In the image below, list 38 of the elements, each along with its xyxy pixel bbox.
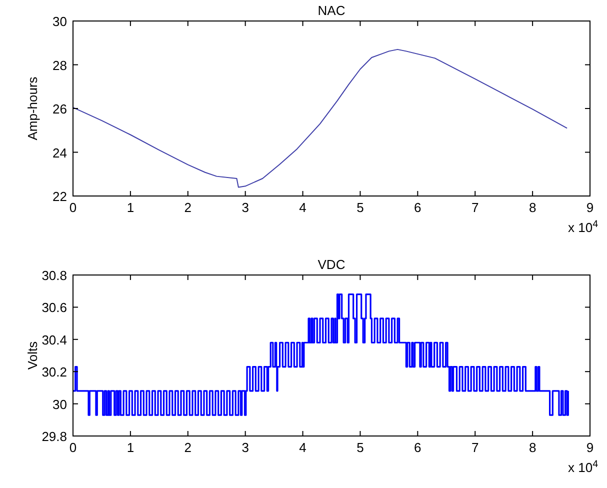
y-tick-label: 22 [52, 189, 67, 204]
y-tick-label: 30.2 [42, 364, 67, 380]
y-tick-label: 30.6 [42, 300, 67, 316]
chart-title: NAC [318, 3, 346, 18]
y-tick-label: 30.4 [42, 332, 67, 348]
x-tick-label: 4 [299, 200, 306, 215]
x-tick-label: 7 [471, 440, 479, 455]
x-tick-label: 9 [586, 440, 594, 455]
x-tick-label: 8 [528, 200, 536, 215]
x-tick-label: 1 [126, 440, 134, 455]
text: x 10$^{4}$ [568, 458, 599, 475]
y-tick-label: 30 [52, 14, 67, 29]
line-series [72, 48, 568, 188]
y-tick-label: 24 [52, 145, 67, 160]
y-axis-title: Volts [25, 340, 40, 370]
y-tick-label: 30 [52, 396, 67, 412]
x-tick-label: 7 [471, 200, 479, 215]
x-tick-label: 2 [184, 440, 192, 455]
y-axis-title: Amp-hours [25, 76, 40, 140]
y-tick-label: 28 [52, 58, 67, 73]
x-tick-label: 2 [184, 200, 192, 215]
x-tick-label: 5 [356, 200, 364, 215]
x-tick-label: 9 [586, 200, 594, 215]
x-tick-label: 3 [242, 200, 249, 215]
x-tick-label: 4 [299, 440, 306, 455]
x-tick-label: 6 [414, 440, 422, 455]
y-tick-label: 30.8 [42, 268, 67, 283]
y-tick-label: 26 [52, 102, 67, 116]
x-tick-label: 8 [528, 440, 536, 455]
x-tick-label: 1 [126, 200, 134, 215]
chart-title: VDC [318, 257, 346, 272]
text: x 10$^{4}$ [568, 218, 599, 235]
x-tick-label: 0 [69, 200, 77, 215]
x-tick-label: 3 [242, 440, 249, 455]
x-tick-label: 0 [69, 440, 77, 455]
y-tick-label: 29.8 [42, 429, 67, 444]
x-tick-label: 6 [414, 200, 422, 215]
x-tick-label: 5 [356, 440, 364, 455]
